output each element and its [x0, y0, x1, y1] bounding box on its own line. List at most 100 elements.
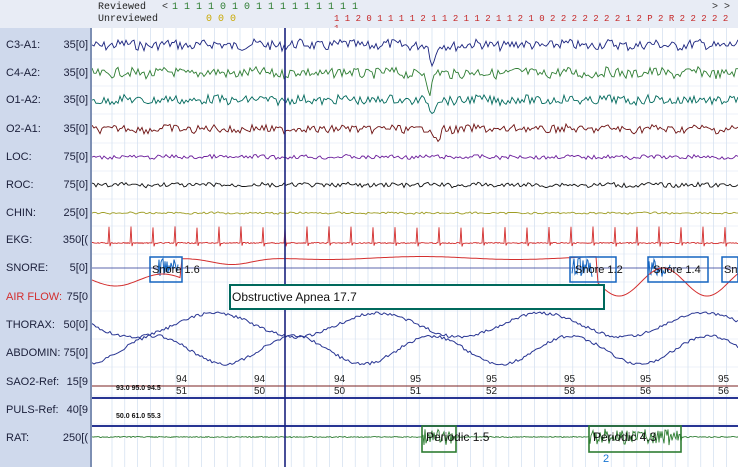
abdomen-trace — [92, 334, 738, 366]
sao2-value-top: 94 — [176, 374, 188, 385]
channel-scale: 35[0] — [63, 39, 88, 51]
scroll-left-arrow[interactable]: < — [162, 2, 169, 13]
sao2-value-bottom: 56 — [640, 386, 652, 397]
sao2-value-bottom: 50 — [254, 386, 266, 397]
channel-name: O1-A2: — [6, 94, 41, 106]
c3-a1-trace — [92, 38, 738, 68]
snore-event-label: Snore 1.4 — [653, 264, 701, 276]
c4-a2-trace — [92, 65, 738, 96]
channel-scale: 75[0 — [66, 291, 88, 303]
channel-label[interactable]: O2-A1: 35[0] — [6, 119, 88, 139]
snore-burst — [571, 257, 593, 277]
channel-label[interactable]: PULS-Ref: 40[9 — [6, 400, 88, 420]
channel-scale: 75[0] — [63, 347, 88, 359]
channel-name: RAT: — [6, 432, 30, 444]
ekg-trace — [92, 226, 738, 247]
puls-small-values: 50.0 61.0 55.3 — [116, 413, 161, 420]
scroll-right-arrow[interactable]: > > — [712, 2, 731, 13]
reviewed-label: Reviewed — [98, 2, 147, 13]
sao2-value-top: 94 — [334, 374, 346, 385]
channel-name: C4-A2: — [6, 67, 41, 79]
snore-event-box — [721, 256, 738, 283]
review-header: Reviewed Unreviewed < 1 1 1 1 0 1 0 1 1 … — [0, 0, 738, 34]
channel-name: SNORE: — [6, 262, 49, 274]
channel-name: CHIN: — [6, 207, 36, 219]
sao2-value-bottom: 51 — [176, 386, 188, 397]
sao2-value-top: 94 — [254, 374, 266, 385]
channel-scale: 35[0] — [63, 123, 88, 135]
channel-scale: 50[0] — [63, 319, 88, 331]
snore-burst — [157, 257, 179, 277]
snore-event-box — [149, 256, 183, 283]
channel-name: PULS-Ref: — [6, 404, 59, 416]
sao2-value-top: 95 — [564, 374, 576, 385]
snore-event-label: Sno — [724, 264, 738, 276]
channel-name: AIR FLOW: — [6, 291, 63, 303]
snore-event-box — [647, 256, 709, 283]
channel-scale: 40[9 — [66, 404, 88, 416]
epoch-mark: 2 — [603, 453, 609, 465]
channel-name: ABDOMIN: — [6, 347, 61, 359]
periodic-event-label: Periodic 4.3 — [593, 430, 657, 444]
channel-label[interactable]: CHIN: 25[0] — [6, 203, 88, 223]
sao2-value-bottom: 56 — [718, 386, 730, 397]
snore-event-label: Snore 1.6 — [152, 264, 200, 276]
channel-label[interactable]: C3-A1: 35[0] — [6, 35, 88, 55]
channel-label[interactable]: RAT: 250[( — [6, 428, 88, 448]
channel-scale: 75[0] — [63, 179, 88, 191]
airflow-trace — [92, 256, 738, 297]
channel-name: EKG: — [6, 234, 33, 246]
channel-name: ROC: — [6, 179, 34, 191]
reviewed-marks: 1 1 1 1 0 1 0 1 1 1 1 1 1 1 1 1 — [172, 2, 359, 13]
o2-a1-trace — [92, 122, 738, 143]
sao2-small-values: 93.0 95.0 94.5 — [116, 385, 161, 392]
channel-scale: 75[0] — [63, 151, 88, 163]
channel-name: C3-A1: — [6, 39, 41, 51]
sao2-value-bottom: 50 — [334, 386, 346, 397]
unreviewed-marks: 0 0 0 — [206, 14, 237, 25]
roc-trace — [92, 181, 738, 189]
channel-label[interactable]: LOC: 75[0] — [6, 147, 88, 167]
channel-scale: 350[( — [62, 234, 88, 246]
sao2-value-top: 95 — [718, 374, 730, 385]
apnea-event-box — [229, 284, 605, 310]
plot-background — [92, 28, 738, 467]
channel-label[interactable]: SNORE: 5[0] — [6, 258, 88, 278]
channel-label[interactable]: ABDOMIN: 75[0] — [6, 343, 88, 363]
channel-name: THORAX: — [6, 319, 55, 331]
unreviewed-label: Unreviewed — [98, 14, 159, 25]
channel-scale: 250[( — [62, 432, 88, 444]
channel-label[interactable]: EKG: 350[( — [6, 230, 88, 250]
signal-plot-area[interactable]: Snore 1.6 Snore 1.2 Snore 1.4 Sno Obstructiv… — [92, 28, 738, 467]
channel-label[interactable]: THORAX: 50[0] — [6, 315, 88, 335]
periodic-event-box — [588, 425, 682, 453]
periodic-event-box — [421, 425, 457, 453]
channel-label[interactable]: C4-A2: 35[0] — [6, 63, 88, 83]
loc-trace — [92, 153, 738, 161]
sao2-value-bottom: 58 — [564, 386, 576, 397]
channel-scale: 5[0] — [69, 262, 88, 274]
rat-trace — [92, 428, 738, 446]
chin-trace — [92, 211, 738, 215]
thorax-trace — [92, 311, 738, 340]
channel-name: SAO2-Ref: — [6, 376, 60, 388]
channel-label[interactable]: ROC: 75[0] — [6, 175, 88, 195]
channel-scale: 25[0] — [63, 207, 88, 219]
periodic-event-label: Periodic 1.5 — [426, 430, 490, 444]
snore-event-box — [569, 256, 617, 283]
channel-name: LOC: — [6, 151, 32, 163]
sao2-value-top: 95 — [486, 374, 498, 385]
channel-scale: 15[9 — [66, 376, 88, 388]
channel-label[interactable]: O1-A2: 35[0] — [6, 90, 88, 110]
channel-label[interactable]: SAO2-Ref: 15[9 — [6, 372, 88, 392]
sao2-value-top: 95 — [410, 374, 422, 385]
channel-scale: 35[0] — [63, 67, 88, 79]
snore-event-label: Snore 1.2 — [575, 264, 623, 276]
channel-label[interactable]: AIR FLOW: 75[0 — [6, 287, 88, 307]
channel-scale: 35[0] — [63, 94, 88, 106]
o1-a2-trace — [92, 93, 738, 115]
channel-label-panel: C3-A1: 35[0] C4-A2: 35[0] O1-A2: 35[0] O2-A1: 3… — [0, 28, 92, 467]
sao2-value-bottom: 51 — [410, 386, 422, 397]
apnea-event-label: Obstructive Apnea 17.7 — [232, 290, 357, 304]
